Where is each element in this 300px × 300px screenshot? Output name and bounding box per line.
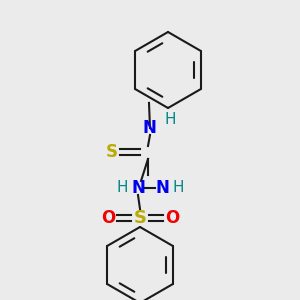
Text: H: H: [172, 181, 184, 196]
Text: H: H: [164, 112, 176, 128]
Text: N: N: [155, 179, 169, 197]
Text: S: S: [106, 143, 118, 161]
Text: O: O: [165, 209, 179, 227]
Text: N: N: [131, 179, 145, 197]
Text: H: H: [116, 181, 128, 196]
Text: O: O: [101, 209, 115, 227]
Text: N: N: [142, 119, 156, 137]
Text: S: S: [134, 209, 146, 227]
